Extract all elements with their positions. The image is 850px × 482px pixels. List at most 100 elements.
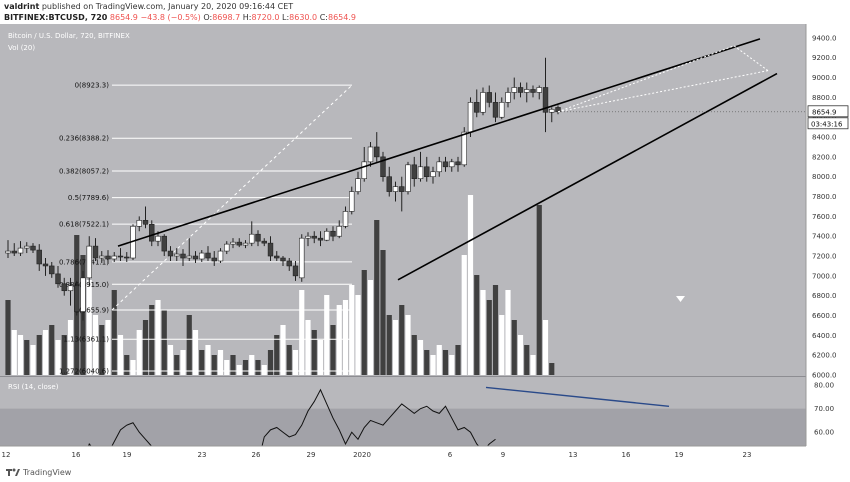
price-axis-background [806, 24, 850, 463]
volume-bars [5, 195, 555, 375]
candle [105, 250, 111, 264]
candle [199, 250, 205, 262]
candle [92, 238, 99, 261]
candle-body [92, 245, 99, 259]
candle [236, 238, 242, 248]
volume-bar [536, 205, 542, 375]
candle-body [467, 102, 474, 133]
candle [30, 243, 36, 254]
candle-body [186, 255, 192, 259]
candle [492, 92, 499, 123]
candle [42, 258, 49, 276]
candle [211, 251, 217, 266]
candle [392, 181, 399, 202]
volume-bar [286, 345, 292, 375]
volume-bar [455, 345, 461, 375]
volume-bar [549, 363, 555, 375]
candle [386, 166, 392, 197]
candle-body [367, 146, 374, 163]
candle-body [349, 191, 355, 212]
tradingview-logo[interactable]: TradingView [6, 466, 71, 478]
candle-body [5, 250, 11, 254]
volume-bar [430, 355, 436, 375]
candle [449, 158, 455, 172]
volume-bar [492, 285, 499, 375]
volume-bar [186, 315, 192, 375]
candle-body [11, 250, 17, 254]
candle [180, 249, 186, 266]
candle [486, 85, 492, 108]
candle-body [480, 92, 486, 113]
candle-body [342, 211, 349, 227]
volume-bar [474, 275, 480, 375]
candle [480, 87, 486, 116]
open-value: 8698.7 [212, 13, 241, 22]
high-value: 8720.0 [251, 13, 280, 22]
candle [367, 142, 374, 167]
time-tick-label: 29 [307, 451, 316, 459]
marker-arrow-icon [676, 296, 685, 302]
candle [530, 85, 536, 98]
price-chart[interactable]: Bitcoin / U.S. Dollar, 720, BITFINEX Vol … [0, 24, 850, 463]
high-label: H: [242, 13, 252, 22]
candle-body [536, 87, 542, 93]
volume-bar [349, 285, 355, 375]
candle [430, 166, 436, 184]
volume-bar [24, 340, 30, 375]
candle [336, 220, 342, 239]
volume-bar [111, 290, 117, 375]
rsi-line [7, 388, 496, 463]
tradingview-logo-text: TradingView [23, 467, 72, 477]
symbol-line: BITFINEX:BTCUSD, 720 8654.9 −43.8 (−0.5%… [4, 13, 356, 22]
symbol-label[interactable]: BITFINEX:BTCUSD, 720 [4, 13, 108, 22]
wedge-lower-trendline [397, 72, 778, 281]
candle [11, 243, 17, 257]
candle-body [330, 230, 336, 237]
candle-body [511, 87, 517, 93]
price-tick-label: 8000.0 [812, 173, 837, 181]
candle [167, 246, 174, 261]
candle-body [411, 164, 417, 179]
candle-body [167, 250, 174, 257]
candle [311, 231, 317, 244]
current-price-tag [807, 105, 849, 118]
volume-bar [205, 345, 211, 375]
candle-body [392, 186, 399, 192]
candle [99, 251, 105, 263]
close-label: C: [319, 13, 328, 22]
rsi-tick-label: 60.00 [814, 429, 834, 437]
price-tick-label: 8400.0 [812, 134, 837, 142]
publisher-username[interactable]: valdrint [4, 2, 40, 11]
candle-body [299, 237, 305, 279]
candle-body [36, 249, 42, 265]
candle [117, 248, 124, 261]
candle-body [417, 166, 424, 179]
candle-body [486, 92, 492, 103]
candle [136, 216, 142, 232]
volume-bar [30, 345, 36, 375]
candle-body [136, 220, 142, 227]
price-tick-label: 8800.0 [812, 94, 837, 102]
low-label: L: [282, 13, 290, 22]
volume-bar [411, 335, 417, 375]
candle [5, 240, 11, 259]
candle [74, 280, 80, 316]
volume-bar [355, 295, 361, 375]
candle [286, 258, 292, 271]
rsi-tick-label: 80.00 [814, 382, 834, 390]
time-tick-label: 26 [252, 451, 261, 459]
volume-bar [361, 270, 367, 375]
volume-bar [236, 365, 242, 375]
volume-bar [267, 350, 274, 375]
candle-body [405, 164, 411, 192]
price-tick-label: 7200.0 [812, 253, 837, 261]
time-tick-label: 13 [569, 451, 578, 459]
candle-body [261, 240, 267, 244]
volume-bar [261, 365, 267, 375]
candle-body [155, 235, 161, 242]
volume-bar [305, 320, 311, 375]
volume-bar [42, 330, 49, 375]
candle-body [99, 255, 105, 259]
candle [399, 176, 405, 212]
volume-bar [17, 335, 24, 375]
